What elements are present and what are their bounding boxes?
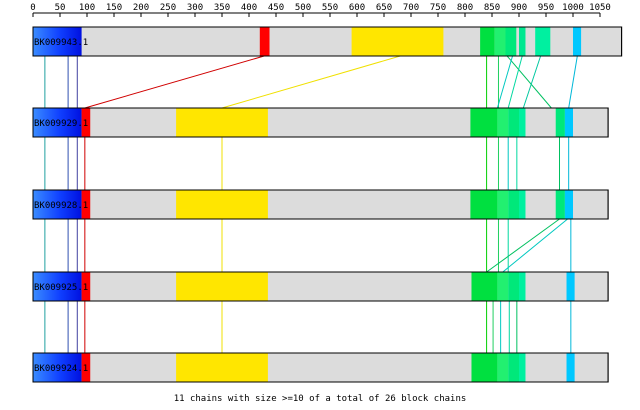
axis-tick-label: 900 [511,3,527,13]
sequence-bar [32,26,623,57]
axis-tick-label: 950 [538,3,554,13]
homology-block [519,190,526,219]
homology-block [519,353,526,382]
homology-block [351,27,444,56]
homology-block [176,190,268,219]
homology-block [497,353,509,382]
homology-block [471,272,498,301]
block-link [507,55,523,109]
sequence-track: BK009943.1 [32,26,623,57]
homology-block [566,353,575,382]
homology-block [176,272,268,301]
homology-block [480,27,495,56]
homology-block [555,190,565,219]
homology-block [519,108,526,137]
axis-tick-label: 700 [403,3,419,13]
position-axis: 0 50 100 150 200 250 300 350 400 450 500 550 600 650 7… [30,3,611,17]
sequence-bar-outline [32,271,609,302]
homology-block [471,353,498,382]
homology-block [470,108,498,137]
homology-block [33,27,82,56]
axis-tick-label: 150 [106,3,122,13]
homology-block [573,27,582,56]
homology-block [535,27,551,56]
homology-block [497,272,509,301]
homology-block [33,190,82,219]
homology-block [81,190,91,219]
homology-block [494,27,506,56]
homology-block [555,108,565,137]
axis-tick-label: 550 [322,3,338,13]
homology-block [564,108,573,137]
axis-tick-label: 350 [214,3,230,13]
axis-tick-label: 200 [133,3,149,13]
homology-block [566,272,575,301]
sequence-track: BK009928.1 [32,189,609,220]
axis-tick-label: 100 [79,3,95,13]
homology-block [519,272,526,301]
sequence-bar-outline [32,107,609,138]
axis-tick-label: 450 [268,3,284,13]
block-link [506,55,552,109]
axis-tick-label: 50 [55,3,66,13]
axis-tick-label: 850 [484,3,500,13]
block-links [44,55,578,353]
homology-block [508,190,519,219]
axis-tick-label: 650 [376,3,392,13]
homology-block [497,190,509,219]
axis-tick-label: 400 [241,3,257,13]
homology-block [508,353,519,382]
axis-tick-label: 800 [457,3,473,13]
block-link [502,218,568,273]
axis-tick-label: 0 [30,3,35,13]
homology-block [508,272,519,301]
homology-block [505,27,517,56]
homology-block [497,108,509,137]
chain-summary-text: 11 chains with size >=10 of a total of 2… [174,394,467,404]
axis-tick-label: 250 [160,3,176,13]
homology-block [259,27,270,56]
axis-tick-label: 750 [430,3,446,13]
homology-block [564,190,573,219]
sequence-bar-outline [32,189,609,220]
sequence-label: BK009943.1 [34,38,88,48]
sequence-label: BK009929.1 [34,119,88,129]
block-link [568,55,578,109]
block-link [221,55,401,109]
homology-block [519,27,526,56]
homology-block [81,353,91,382]
homology-block [33,108,82,137]
homology-block [81,272,91,301]
homology-block [508,108,519,137]
homology-block [176,108,268,137]
axis-tick-label: 1000 [562,3,584,13]
sequence-tracks: BK009943.1 BK009929.1 BK009928.1 BK009925.1… [32,26,623,383]
homology-block [176,353,268,382]
sequence-track: BK009925.1 [32,271,609,302]
sequence-bar-outline [32,352,609,383]
block-link [84,55,265,109]
homology-block [81,108,91,137]
block-link [522,55,542,109]
axis-tick-label: 500 [295,3,311,13]
block-link [496,55,514,109]
homology-block [33,272,82,301]
sequence-label: BK009924.1 [34,364,88,374]
sequence-track: BK009924.1 [32,352,609,383]
sequence-bar-outline [32,26,623,57]
axis-tick-label: 1050 [589,3,611,13]
sequence-label: BK009925.1 [34,283,88,293]
homology-block [470,190,498,219]
sequence-label: BK009928.1 [34,201,88,211]
axis-tick-label: 600 [349,3,365,13]
sequence-track: BK009929.1 [32,107,609,138]
axis-tick-label: 300 [187,3,203,13]
homology-block [33,353,82,382]
block-link [486,218,560,273]
